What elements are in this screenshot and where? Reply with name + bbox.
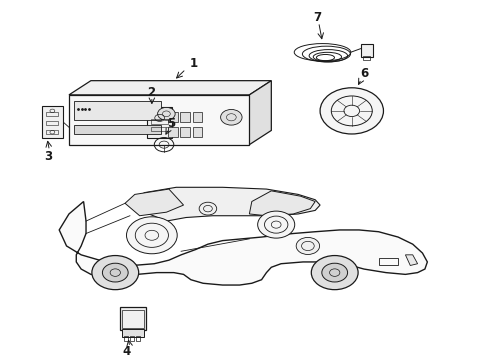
Circle shape — [296, 237, 319, 255]
Bar — [45, 121, 58, 125]
Text: 5: 5 — [167, 117, 175, 130]
Bar — [151, 120, 168, 124]
Bar — [192, 126, 202, 137]
Bar — [168, 112, 178, 122]
Bar — [360, 44, 372, 57]
Circle shape — [311, 256, 357, 290]
Circle shape — [126, 217, 177, 254]
Bar — [180, 126, 190, 137]
Text: 4: 4 — [122, 345, 130, 358]
Polygon shape — [249, 81, 271, 145]
Polygon shape — [132, 187, 320, 221]
Text: 2: 2 — [146, 86, 155, 99]
Bar — [45, 130, 58, 134]
Bar — [74, 101, 161, 120]
Bar — [151, 127, 168, 131]
Polygon shape — [59, 202, 427, 285]
Polygon shape — [42, 105, 62, 138]
Circle shape — [199, 202, 216, 215]
Circle shape — [320, 88, 383, 134]
Polygon shape — [249, 191, 315, 216]
Text: 3: 3 — [44, 150, 52, 163]
Bar — [124, 336, 128, 341]
Bar — [45, 112, 58, 116]
Polygon shape — [147, 107, 172, 138]
Polygon shape — [69, 95, 249, 145]
Bar — [74, 125, 161, 134]
Circle shape — [220, 109, 242, 125]
Polygon shape — [125, 189, 183, 216]
Circle shape — [257, 211, 294, 238]
Bar — [180, 112, 190, 122]
Circle shape — [157, 107, 175, 120]
Polygon shape — [69, 81, 271, 95]
Circle shape — [92, 256, 139, 290]
Bar — [122, 329, 143, 337]
Polygon shape — [405, 255, 417, 265]
Bar — [168, 126, 178, 137]
Bar — [136, 336, 140, 341]
Bar — [378, 258, 397, 265]
Circle shape — [102, 263, 128, 282]
Circle shape — [321, 263, 347, 282]
Bar — [122, 310, 143, 328]
Text: 1: 1 — [189, 58, 197, 71]
Bar — [120, 307, 145, 330]
Bar — [362, 56, 369, 60]
Text: 6: 6 — [359, 67, 367, 80]
Bar — [130, 336, 134, 341]
Text: 7: 7 — [313, 10, 321, 23]
Bar — [192, 112, 202, 122]
